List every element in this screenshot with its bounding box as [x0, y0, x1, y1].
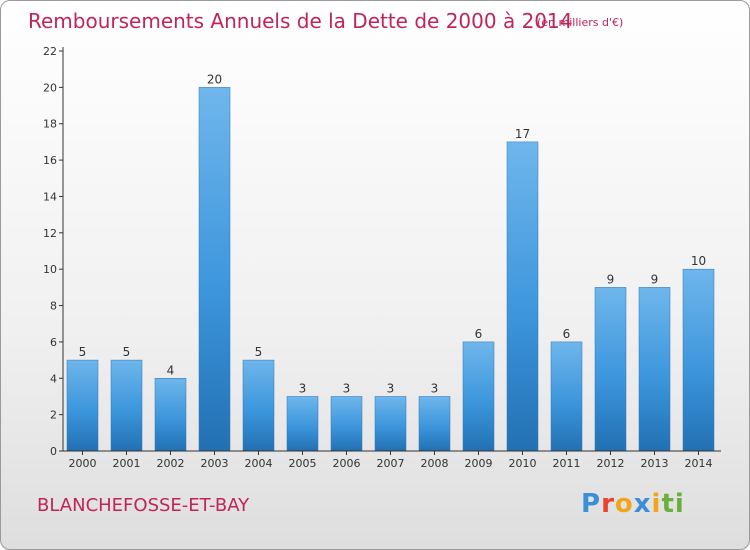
x-tick-label: 2004 — [245, 457, 273, 470]
logo-letter: i — [674, 489, 685, 519]
y-tick-label: 14 — [43, 190, 57, 203]
bar-value-label: 5 — [123, 345, 131, 359]
bar-2009[interactable] — [462, 341, 495, 452]
bar-2000[interactable] — [66, 359, 99, 452]
bar-value-label: 20 — [207, 72, 222, 86]
bar-2005[interactable] — [286, 396, 319, 452]
bar-2006[interactable] — [330, 396, 363, 452]
logo-letter: P — [581, 489, 602, 519]
y-tick-label: 2 — [50, 409, 57, 422]
y-tick-label: 8 — [50, 300, 57, 313]
x-tick-label: 2011 — [553, 457, 581, 470]
bar-value-label: 17 — [515, 127, 530, 141]
bar-2007[interactable] — [374, 396, 407, 452]
bar-2003[interactable] — [198, 87, 231, 452]
bar-2004[interactable] — [242, 359, 275, 452]
proxiti-logo[interactable]: Proxiti — [581, 489, 685, 519]
logo-letter: t — [661, 489, 675, 519]
x-tick-label: 2007 — [377, 457, 405, 470]
logo-letter: o — [614, 489, 634, 519]
logo-letter: x — [633, 489, 652, 519]
y-tick-label: 12 — [43, 227, 57, 240]
bar-value-label: 4 — [167, 363, 175, 377]
x-tick-label: 2010 — [509, 457, 537, 470]
x-tick-label: 2008 — [421, 457, 449, 470]
y-tick-label: 10 — [43, 263, 57, 276]
bar-2008[interactable] — [418, 396, 451, 452]
x-tick-label: 2002 — [157, 457, 185, 470]
bar-value-label: 5 — [255, 345, 263, 359]
x-tick-label: 2012 — [597, 457, 625, 470]
y-tick-label: 0 — [50, 445, 57, 458]
bar-value-label: 3 — [431, 381, 439, 395]
x-tick-label: 2003 — [201, 457, 229, 470]
y-tick-label: 16 — [43, 154, 57, 167]
x-tick-label: 2006 — [333, 457, 361, 470]
bar-value-label: 3 — [387, 381, 395, 395]
bar-value-label: 10 — [691, 254, 706, 268]
y-tick-label: 6 — [50, 336, 57, 349]
bar-value-label: 9 — [651, 272, 659, 286]
chart-subtitle: (en milliers d'€) — [537, 16, 624, 29]
x-tick-label: 2014 — [685, 457, 713, 470]
commune-name: BLANCHEFOSSE-ET-BAY — [37, 495, 250, 516]
bar-2013[interactable] — [638, 287, 671, 452]
bars: 5 5 4 20 5 3 3 3 3 6 17 6 9 9 10 — [66, 72, 715, 452]
chart-title: Remboursements Annuels de la Dette de 20… — [28, 9, 573, 33]
x-axis: 2000 2001 2002 2003 2004 2005 2006 2007 2008 2009… — [63, 450, 721, 470]
bar-2001[interactable] — [110, 359, 143, 452]
logo-letter: i — [651, 489, 662, 519]
y-tick-label: 18 — [43, 118, 57, 131]
bar-2011[interactable] — [550, 341, 583, 452]
logo-letter: r — [601, 489, 615, 519]
x-tick-label: 2005 — [289, 457, 317, 470]
y-tick-label: 4 — [50, 372, 57, 385]
y-axis: 0 2 4 6 8 10 12 14 16 18 20 22 — [43, 45, 64, 458]
bar-value-label: 9 — [607, 272, 615, 286]
bar-value-label: 5 — [79, 345, 87, 359]
y-tick-label: 22 — [43, 45, 57, 58]
y-tick-label: 20 — [43, 81, 57, 94]
bar-value-label: 3 — [343, 381, 351, 395]
bar-value-label: 6 — [563, 327, 571, 341]
bar-value-label: 6 — [475, 327, 483, 341]
bar-value-label: 3 — [299, 381, 307, 395]
x-tick-label: 2000 — [69, 457, 97, 470]
x-tick-label: 2009 — [465, 457, 493, 470]
bar-2012[interactable] — [594, 287, 627, 452]
bar-2002[interactable] — [154, 378, 187, 452]
bar-2010[interactable] — [506, 141, 539, 452]
x-tick-label: 2013 — [641, 457, 669, 470]
bar-2014[interactable] — [682, 268, 715, 452]
x-tick-label: 2001 — [113, 457, 141, 470]
